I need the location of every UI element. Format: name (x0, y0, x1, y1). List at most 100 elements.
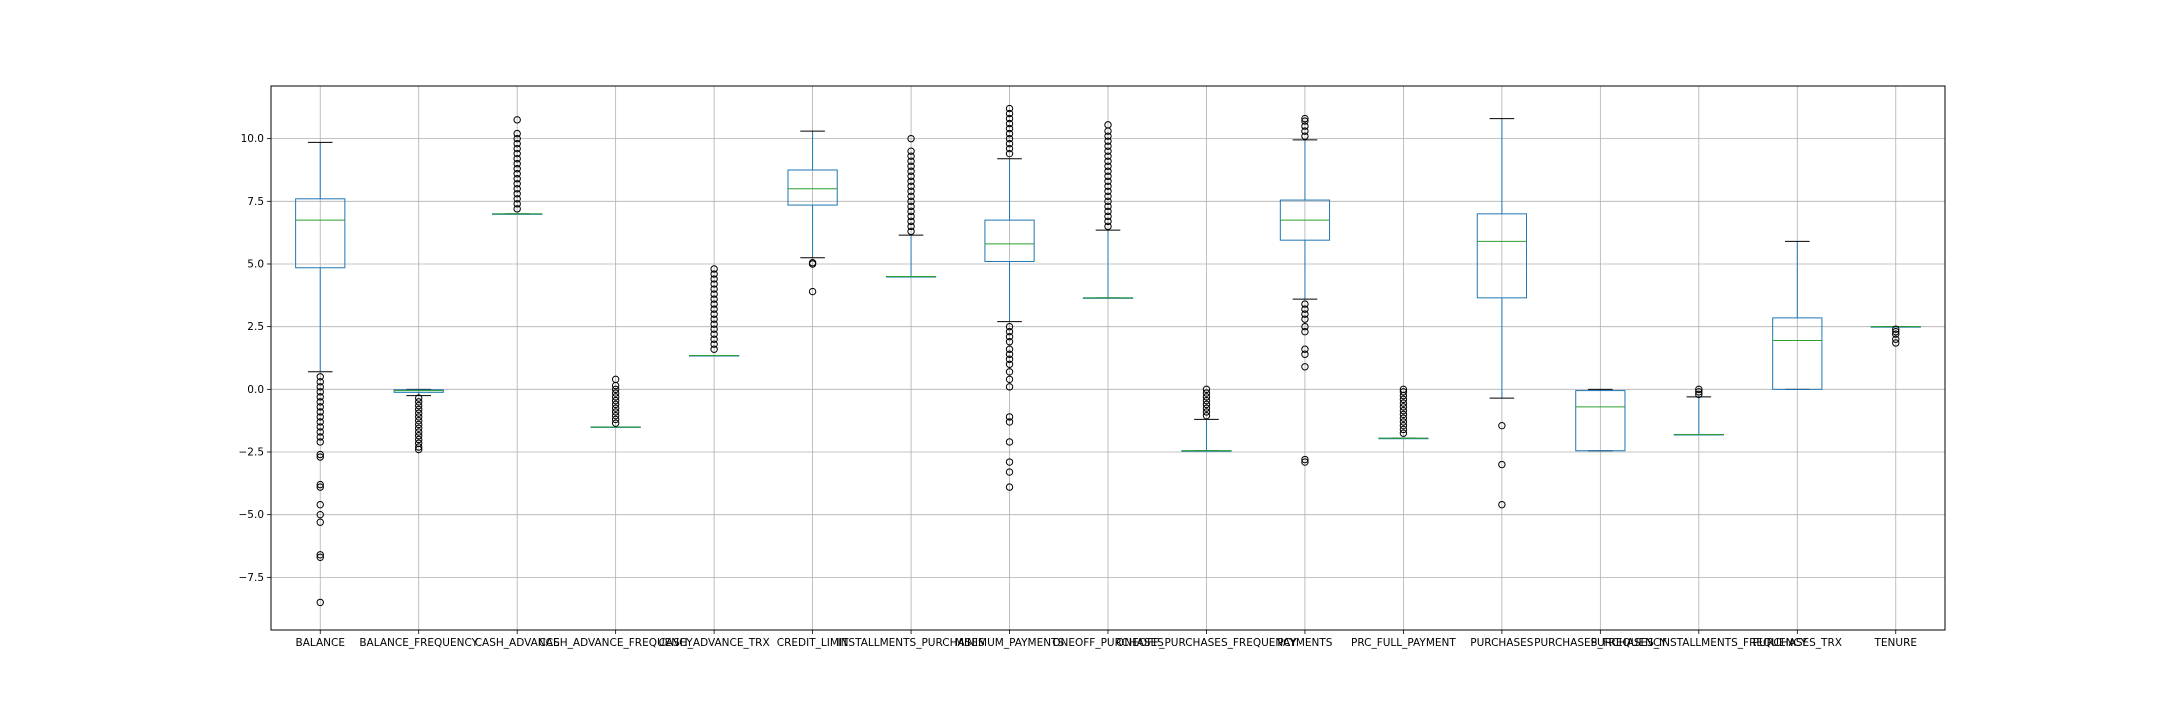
flier-point (1005, 139, 1014, 148)
flier-point (316, 450, 324, 459)
flier-point (316, 551, 324, 559)
flier-point (1005, 350, 1014, 358)
flier-point (1104, 172, 1112, 180)
y-axis: 10.0 7.5 5.0 2.5 0.0 −2.5 −5.0 −7.5 (239, 133, 271, 584)
flier-point (1005, 355, 1014, 363)
flier-point (1005, 483, 1014, 491)
flier-point (1399, 388, 1408, 396)
flier-point (611, 400, 620, 409)
box-body (295, 198, 346, 269)
flier-point (316, 428, 324, 436)
flier-point (1005, 124, 1014, 133)
y-tick-label: −5.0 (239, 509, 265, 521)
x-tick-label: PURCHASES_TRX (1753, 637, 1842, 649)
flier-point (415, 443, 423, 451)
flier-point (1005, 468, 1014, 476)
boxes (295, 104, 1921, 607)
box-purchases (1476, 118, 1527, 509)
flier-point (1104, 162, 1112, 170)
flier-point (316, 480, 324, 489)
flier-point (1104, 207, 1112, 216)
flier-point (907, 207, 915, 216)
box-oneoff-purchases-frequency (1181, 385, 1232, 452)
x-tick-label: CASH_ADVANCE (475, 637, 560, 649)
flier-point (907, 192, 915, 201)
flier-point (1104, 182, 1112, 190)
flier-point (513, 129, 521, 138)
x-tick-label: PAYMENTS (1277, 637, 1332, 649)
flier-point (415, 420, 423, 429)
flier-point (1399, 399, 1408, 407)
flier-point (1202, 404, 1211, 412)
x-tick-label: CASH_ADVANCE_TRX (659, 637, 770, 649)
flier-point (907, 157, 915, 165)
flier-point (316, 393, 324, 401)
flier-point (1005, 345, 1014, 353)
flier-point (907, 172, 915, 180)
flier-point (316, 510, 324, 519)
flier-point (710, 335, 718, 343)
flier-point (1301, 315, 1309, 323)
flier-point (710, 320, 718, 328)
flier-point (1005, 119, 1014, 128)
x-tick-label: TENURE (1873, 637, 1917, 649)
x-tick-label: CREDIT_LIMIT (777, 637, 849, 649)
flier-point (1202, 400, 1211, 409)
flier-point (415, 401, 423, 410)
flier-point (415, 398, 423, 406)
flier-point (1104, 121, 1112, 129)
x-tick-label: MINIMUM_PAYMENTS (955, 637, 1065, 649)
box-credit-limit (787, 130, 838, 296)
flier-point (1695, 385, 1703, 394)
flier-point (1301, 345, 1309, 353)
flier-point (316, 378, 324, 386)
flier-point (1005, 144, 1014, 153)
flier-point (907, 162, 915, 170)
flier-point (907, 134, 915, 143)
grid-lines (271, 86, 1945, 630)
flier-point (316, 453, 324, 461)
flier-point (1301, 122, 1309, 130)
flier-point (1005, 338, 1014, 346)
flier-point (1399, 406, 1408, 415)
flier-point (1892, 325, 1900, 333)
flier-point (1005, 332, 1014, 341)
flier-point (1301, 455, 1309, 464)
flier-point (611, 375, 620, 384)
flier-point (1104, 132, 1112, 140)
flier-point (513, 160, 521, 168)
flier-point (1104, 187, 1112, 195)
flier-point (1892, 339, 1900, 347)
flier-point (316, 438, 324, 446)
flier-point (513, 149, 521, 158)
flier-point (1695, 390, 1703, 399)
flier-point (1005, 360, 1014, 368)
flier-point (1301, 117, 1309, 125)
flier-point (1399, 410, 1408, 419)
flier-point (316, 418, 324, 426)
box-cash-advance-frequency (590, 375, 641, 428)
flier-point (513, 139, 521, 148)
flier-point (415, 405, 423, 414)
flier-point (316, 388, 324, 396)
flier-point (316, 598, 324, 607)
flier-point (710, 315, 718, 323)
flier-point (611, 396, 620, 405)
flier-point (1005, 104, 1014, 113)
flier-point (1104, 217, 1112, 226)
flier-point (1005, 109, 1014, 118)
flier-point (907, 197, 915, 206)
box-installments-purchases (885, 134, 937, 278)
box-cash-advance-trx (689, 265, 740, 357)
flier-point (513, 180, 521, 188)
flier-point (710, 330, 718, 338)
flier-point (710, 305, 718, 313)
flier-point (1892, 330, 1900, 338)
flier-point (1301, 310, 1309, 318)
flier-point (1005, 368, 1014, 376)
flier-point (611, 408, 620, 416)
flier-point (907, 147, 915, 155)
flier-point (513, 190, 521, 198)
flier-point (1202, 408, 1211, 416)
